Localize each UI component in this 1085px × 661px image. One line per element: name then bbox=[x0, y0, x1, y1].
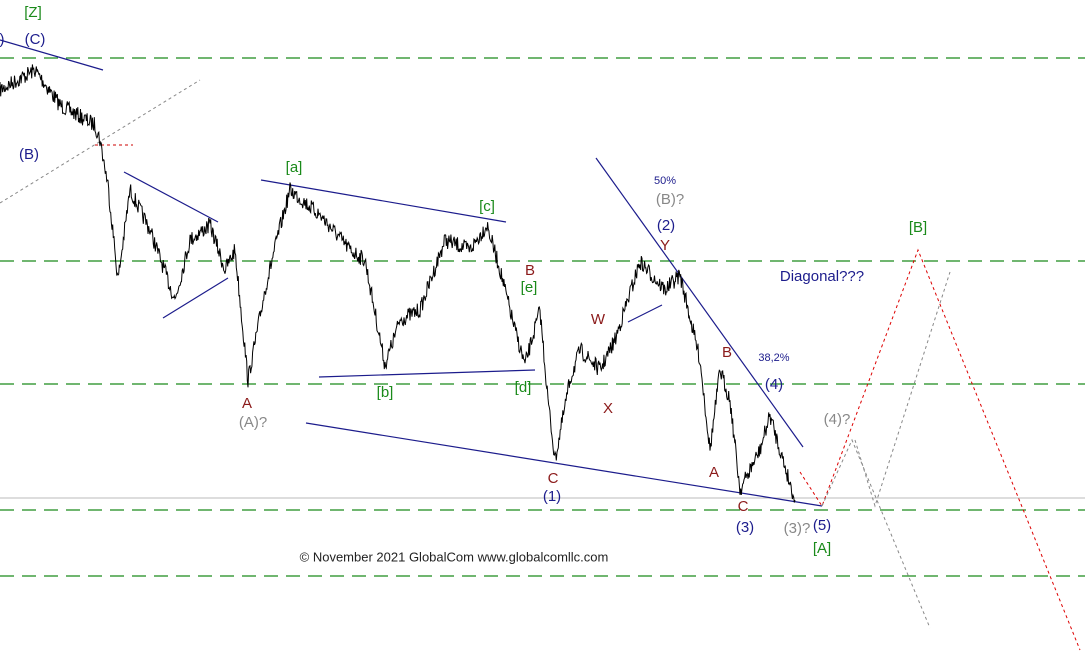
wave-label: X bbox=[603, 400, 613, 417]
wave-label: 50% bbox=[654, 175, 676, 187]
projections bbox=[0, 79, 1081, 651]
trend-line bbox=[0, 39, 104, 71]
wave-label: [b] bbox=[377, 384, 394, 401]
wave-label: (C) bbox=[25, 31, 46, 48]
wave-label: W bbox=[591, 311, 606, 328]
wave-label: 38,2% bbox=[758, 352, 789, 364]
trend-line bbox=[318, 369, 536, 378]
wave-label: [c] bbox=[479, 198, 495, 215]
wave-label: [Z] bbox=[24, 4, 42, 21]
wave-label: (A)? bbox=[239, 414, 267, 431]
wave-label: B bbox=[525, 262, 535, 279]
projection bbox=[821, 438, 931, 629]
price-series bbox=[0, 64, 796, 503]
trend-lines bbox=[0, 39, 823, 507]
wave-label: (5) bbox=[813, 517, 831, 534]
levels bbox=[0, 57, 1085, 577]
wave-label: (4)? bbox=[824, 411, 851, 428]
wave-label: (3)? bbox=[784, 520, 811, 537]
trend-line bbox=[260, 179, 507, 223]
wave-label: [e] bbox=[521, 279, 538, 296]
wave-label: [B] bbox=[909, 219, 927, 236]
wave-label: Diagonal??? bbox=[780, 268, 864, 285]
wave-label: A bbox=[709, 464, 719, 481]
wave-label: [d] bbox=[515, 379, 532, 396]
projection bbox=[854, 271, 951, 508]
trend-line bbox=[123, 171, 219, 223]
trend-line bbox=[595, 157, 804, 448]
wave-label: B bbox=[722, 344, 732, 361]
wave-label: C bbox=[548, 470, 559, 487]
trend-line bbox=[162, 277, 229, 319]
wave-label: (2) bbox=[657, 217, 675, 234]
wave-label: ) bbox=[0, 31, 5, 48]
wave-label: Y bbox=[660, 237, 670, 254]
wave-label: A bbox=[242, 395, 252, 412]
wave-label: (1) bbox=[543, 488, 561, 505]
wave-label: [A] bbox=[813, 540, 831, 557]
copyright: © November 2021 GlobalCom www.globalcoml… bbox=[300, 549, 609, 564]
wave-label: C bbox=[738, 498, 749, 515]
projection bbox=[0, 79, 201, 204]
wave-label: (3) bbox=[736, 519, 754, 536]
wave-label: [a] bbox=[286, 159, 303, 176]
wave-label: (4) bbox=[765, 376, 783, 393]
trend-line bbox=[305, 422, 823, 507]
wave-labels: [Z]) (C)(B)[a][c]B[e][b] [d]A(A)?WXY50%(B)… bbox=[0, 4, 927, 557]
trend-line bbox=[627, 304, 663, 323]
projection bbox=[799, 248, 1081, 651]
wave-label: (B) bbox=[19, 146, 39, 163]
wave-label: (B)? bbox=[656, 191, 684, 208]
